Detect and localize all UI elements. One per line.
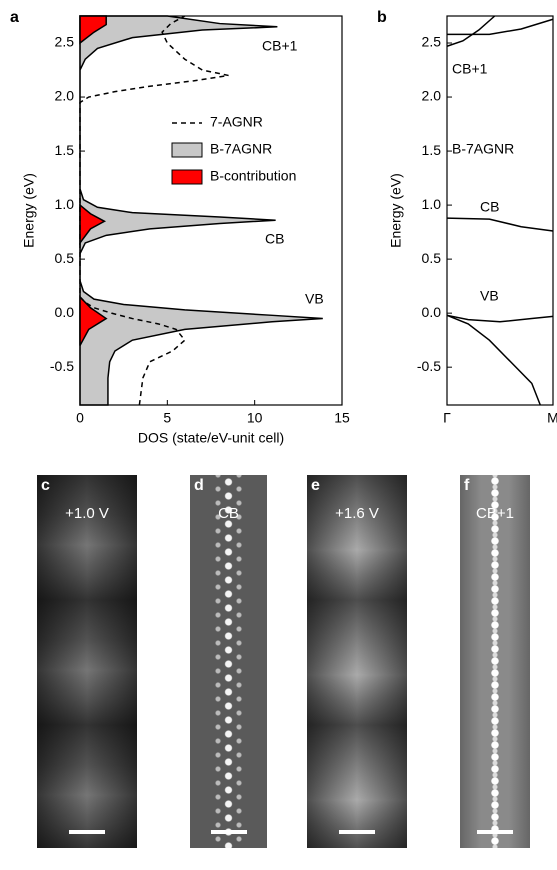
stm-image: e +1.6 V (307, 475, 407, 848)
panel-label: d (194, 477, 204, 494)
y-tick-label: 0.0 (55, 304, 75, 320)
y-tick-label: 2.0 (55, 88, 75, 104)
y-tick-label: 2.5 (422, 34, 442, 50)
plots: a -0.5 0.0 0.5 1.0 1.5 2.0 2.5 0 5 10 15 Energy (eV)… (10, 9, 557, 446)
y-tick-label: 1.5 (55, 142, 75, 158)
caption: +1.0 V (65, 505, 109, 522)
caption: CB (218, 505, 239, 522)
y-axis-label: Energy (eV) (388, 173, 404, 248)
y-tick-label: 1.5 (422, 142, 442, 158)
annotation: VB (305, 291, 324, 307)
y-tick-label: -0.5 (50, 358, 74, 374)
annotation: CB (265, 231, 284, 247)
x-tick-label: 5 (163, 410, 171, 426)
y-tick-label: -0.5 (417, 358, 441, 374)
annotation: B-7AGNR (452, 141, 514, 157)
plot-frame (79, 15, 343, 406)
line (446, 314, 554, 323)
annotation: CB (480, 199, 499, 215)
line (447, 18, 554, 36)
legend-label: B-contribution (210, 168, 296, 184)
caption: +1.6 V (335, 505, 379, 522)
x-tick-label: 15 (334, 410, 350, 426)
y-tick-label: 0.5 (55, 250, 75, 266)
scale-bar (210, 830, 247, 834)
scale-bar (69, 830, 105, 834)
y-tick-label: 1.0 (55, 196, 75, 212)
legend-label: 7-AGNR (210, 114, 263, 130)
y-tick-label: 0.0 (422, 304, 442, 320)
x-tick-label: 10 (247, 410, 263, 426)
line (446, 15, 496, 47)
area (79, 15, 323, 406)
panel-label: b (377, 9, 387, 26)
plot-frame (446, 15, 554, 406)
annotation: CB+1 (262, 38, 298, 54)
y-tick-label: 2.0 (422, 88, 442, 104)
scale-bar (477, 830, 513, 834)
panel-label: f (464, 477, 470, 494)
x-tick-label: Γ (443, 410, 451, 426)
annotation: VB (480, 288, 499, 304)
stm-image: c +1.0 V (37, 475, 137, 848)
sim-image: f CB+1 (460, 475, 530, 848)
caption: CB+1 (476, 505, 514, 522)
legend-swatch (171, 142, 203, 158)
panel-label: a (10, 9, 19, 26)
line (446, 217, 554, 232)
legend-label: B-7AGNR (210, 141, 272, 157)
y-tick-label: 1.0 (422, 196, 442, 212)
y-axis-label: Energy (eV) (21, 173, 37, 248)
y-tick-label: 0.5 (422, 250, 442, 266)
x-tick-label: 0 (76, 410, 84, 426)
x-tick-label: M (547, 410, 557, 426)
annotation: CB+1 (452, 61, 488, 77)
x-axis-label: DOS (state/eV-unit cell) (138, 430, 284, 446)
legend-swatch (171, 169, 203, 185)
line (446, 314, 541, 406)
panel-label: c (41, 477, 50, 494)
y-tick-label: 2.5 (55, 34, 75, 50)
scale-bar (339, 830, 375, 834)
sim-image: d CB (190, 475, 267, 848)
panel-label: e (311, 477, 320, 494)
